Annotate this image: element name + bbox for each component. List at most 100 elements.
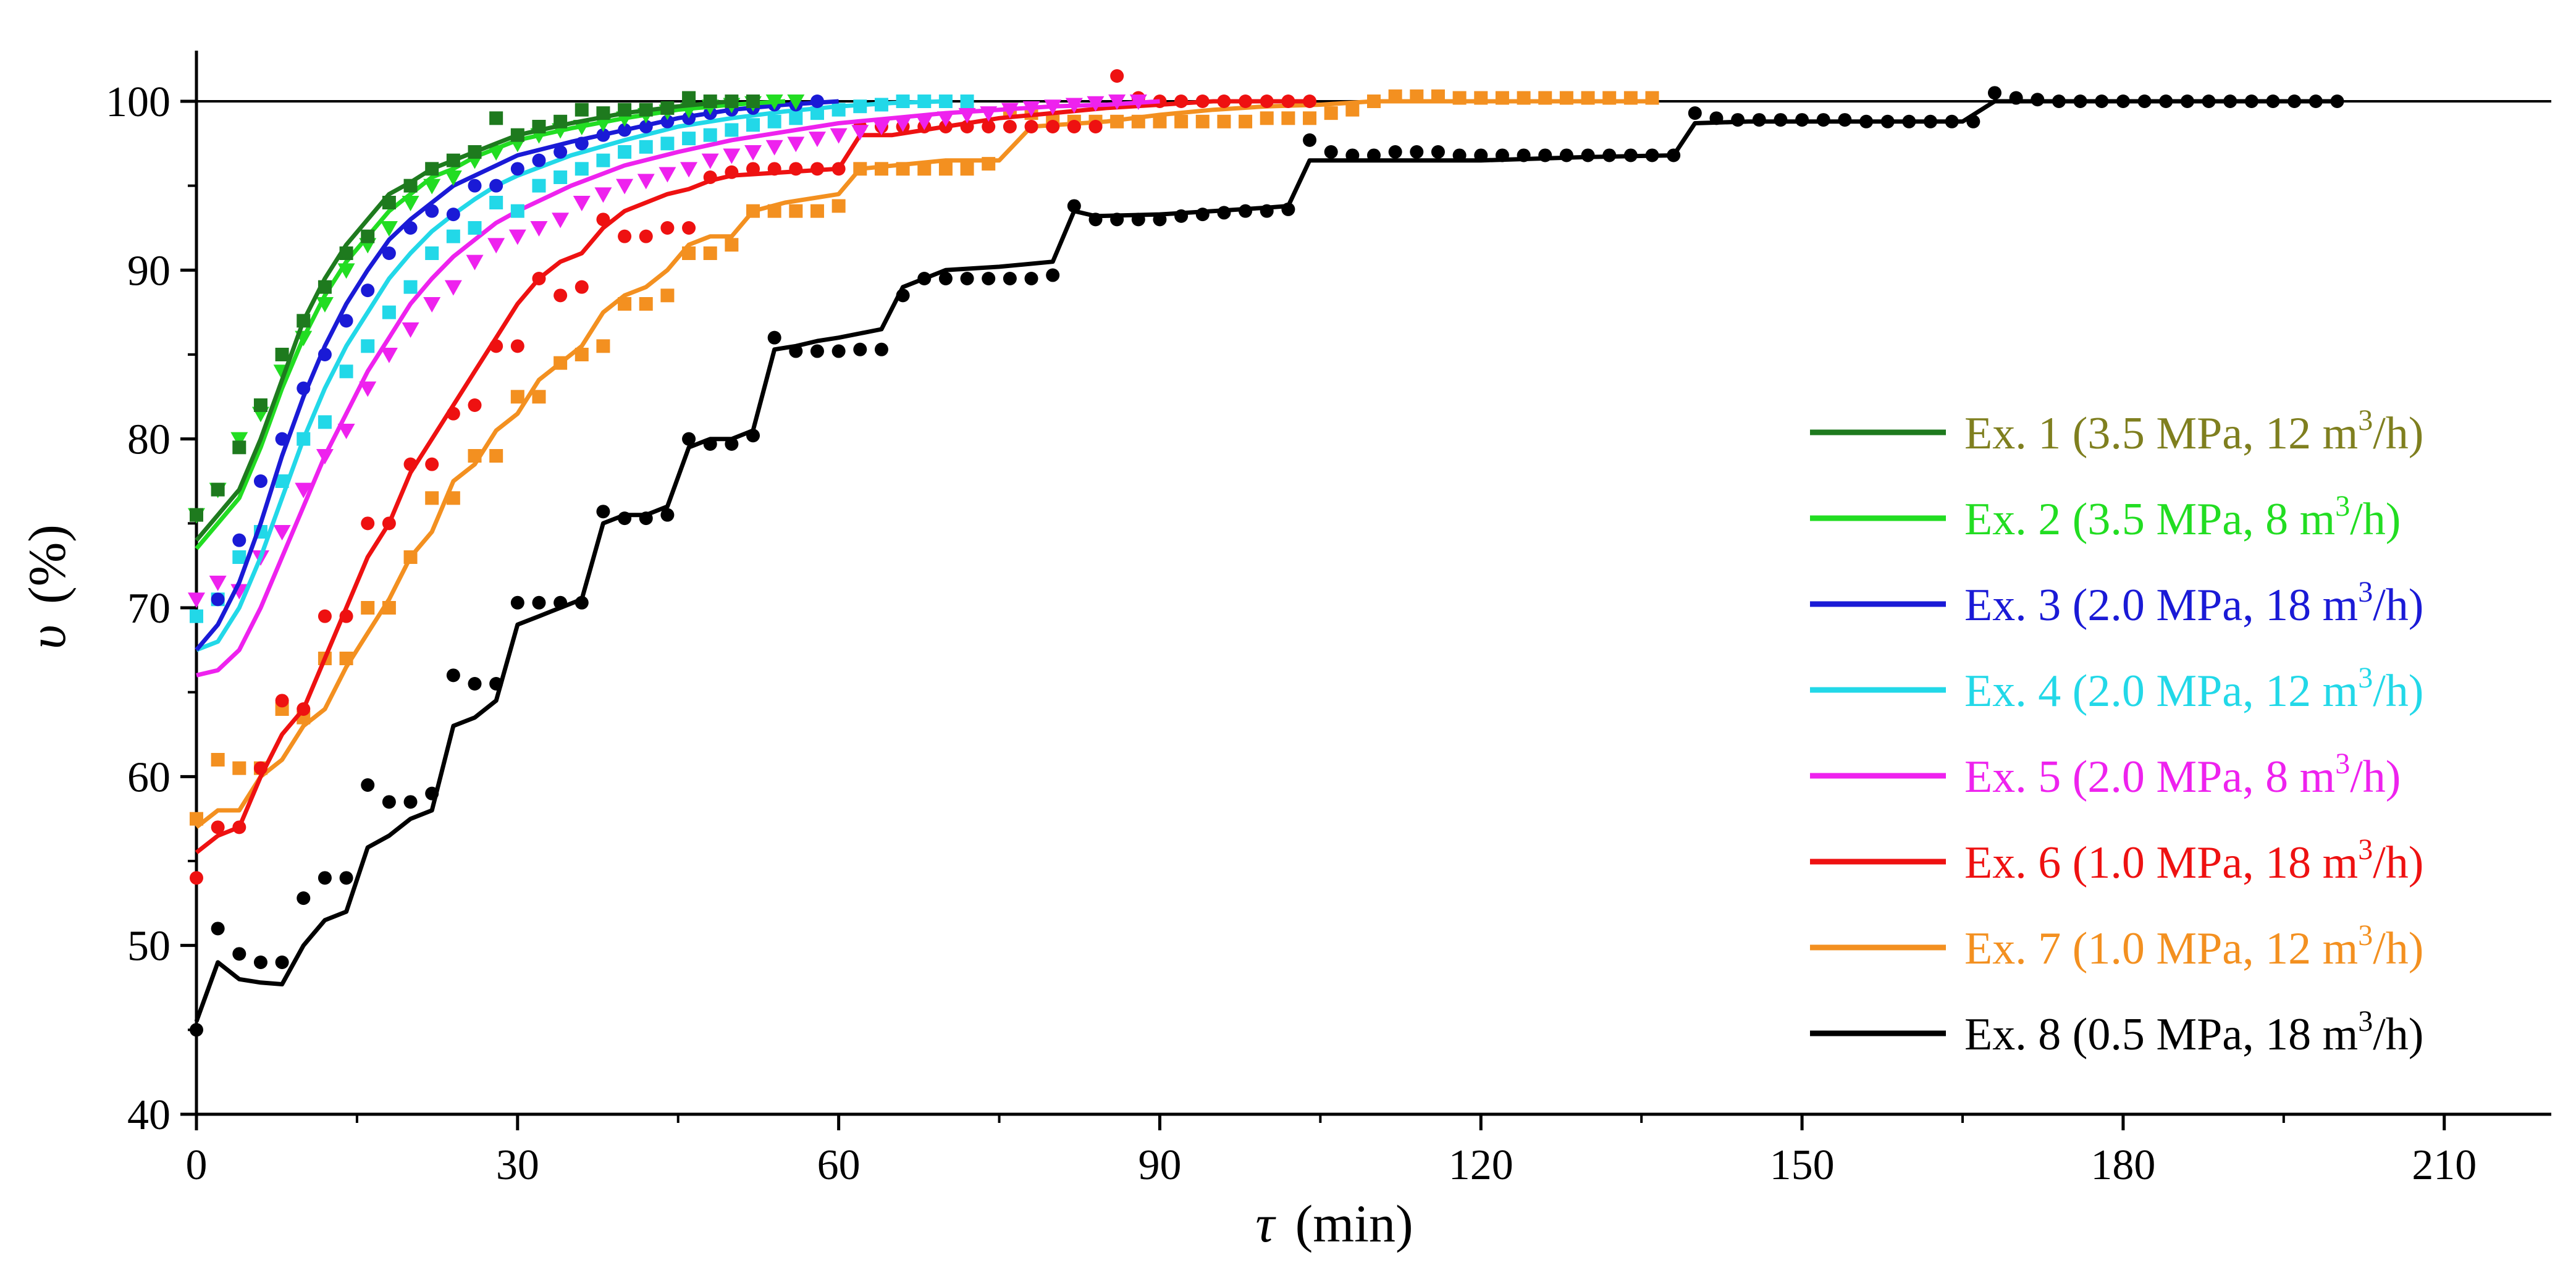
- data-point: [337, 424, 355, 439]
- data-point: [1003, 120, 1017, 133]
- data-point: [1153, 212, 1167, 227]
- data-point: [637, 174, 655, 190]
- data-point: [337, 263, 355, 279]
- data-point: [682, 132, 696, 146]
- data-point: [960, 120, 974, 133]
- data-point: [211, 922, 225, 936]
- data-point: [190, 1023, 203, 1037]
- data-point: [2180, 95, 2194, 108]
- data-point: [982, 120, 996, 133]
- data-point: [767, 162, 781, 176]
- y-axis-title-text: υ (%): [17, 524, 77, 649]
- series-line: [195, 99, 839, 652]
- data-point: [1046, 268, 1060, 282]
- legend-item: Ex. 5 (2.0 MPa, 8 m3/h): [1810, 747, 2401, 802]
- x-tick-label: 120: [1449, 1141, 1513, 1189]
- data-point: [1410, 89, 1424, 103]
- data-point: [1838, 113, 1852, 127]
- data-point: [703, 170, 717, 184]
- data-point: [831, 162, 846, 176]
- series-ex-8: [190, 86, 2344, 1037]
- data-point: [725, 95, 739, 108]
- data-point: [682, 246, 696, 260]
- data-point: [489, 677, 503, 691]
- data-point: [318, 609, 332, 623]
- data-point: [853, 342, 867, 356]
- data-point: [446, 491, 460, 505]
- data-point: [831, 103, 846, 117]
- legend-label: Ex. 7 (1.0 MPa, 12 m3/h): [1964, 919, 2423, 974]
- data-point: [1303, 95, 1317, 108]
- data-point: [253, 761, 267, 775]
- data-point: [554, 114, 568, 128]
- data-point: [1174, 95, 1189, 108]
- data-point: [1602, 91, 1617, 105]
- data-point: [297, 702, 311, 716]
- data-point: [810, 95, 824, 108]
- data-point: [1495, 148, 1509, 162]
- data-point: [190, 609, 203, 623]
- data-point: [1239, 204, 1253, 218]
- data-point: [380, 348, 398, 363]
- series-line: [195, 99, 1310, 855]
- data-point: [489, 196, 503, 209]
- data-point: [594, 187, 612, 203]
- data-point: [275, 694, 289, 708]
- data-point: [403, 179, 418, 193]
- data-point: [1709, 111, 1724, 125]
- data-point: [703, 95, 717, 108]
- data-point: [446, 406, 460, 421]
- data-point: [1195, 95, 1210, 108]
- data-point: [510, 204, 524, 218]
- data-point: [960, 162, 974, 176]
- data-point: [1345, 103, 1360, 117]
- legend-label-superscript: 3: [2335, 747, 2350, 780]
- data-point: [339, 652, 353, 665]
- data-point: [253, 474, 267, 488]
- data-point: [789, 204, 803, 218]
- data-point: [487, 238, 505, 254]
- data-point: [575, 103, 589, 117]
- data-point: [318, 348, 332, 361]
- x-axis-title: τ (min): [1255, 1194, 1413, 1253]
- data-point: [1108, 95, 1126, 110]
- data-point: [188, 592, 205, 608]
- data-point: [1324, 106, 1338, 120]
- data-point: [510, 128, 524, 142]
- data-point: [1517, 91, 1531, 105]
- data-point: [960, 95, 974, 108]
- data-point: [275, 474, 289, 488]
- series-line: [195, 99, 1652, 830]
- data-point: [468, 398, 482, 412]
- legend-label-end: /h): [2373, 666, 2423, 716]
- data-point: [1324, 145, 1338, 159]
- data-point: [530, 221, 548, 237]
- data-point: [1410, 145, 1424, 159]
- data-point: [2137, 95, 2152, 108]
- data-point: [594, 116, 612, 132]
- data-point: [382, 305, 396, 319]
- data-point: [701, 153, 719, 169]
- data-point: [744, 145, 762, 161]
- data-point: [810, 162, 824, 176]
- data-point: [1087, 96, 1105, 112]
- data-point: [725, 437, 739, 451]
- data-point: [2202, 95, 2216, 108]
- data-point: [1217, 95, 1231, 108]
- data-point: [618, 145, 632, 159]
- data-point: [1260, 111, 1274, 125]
- data-point: [767, 114, 781, 128]
- legend-label: Ex. 8 (0.5 MPa, 18 m3/h): [1964, 1005, 2423, 1060]
- data-point: [639, 511, 653, 526]
- data-point: [1667, 148, 1681, 162]
- data-point: [1131, 212, 1145, 227]
- data-point: [468, 221, 482, 235]
- data-point: [938, 272, 953, 285]
- y-tick-label: 40: [127, 1091, 170, 1139]
- y-tick-label: 90: [127, 247, 170, 295]
- data-point: [789, 111, 803, 125]
- data-point: [917, 272, 932, 285]
- data-point: [1645, 148, 1659, 162]
- data-point: [746, 162, 760, 176]
- data-point: [425, 786, 439, 800]
